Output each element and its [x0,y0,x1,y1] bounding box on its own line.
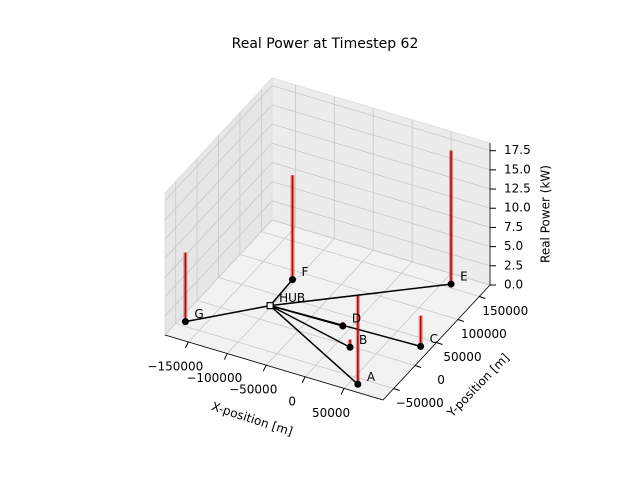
grid-line [196,300,416,366]
edge [269,304,344,327]
grid-line [271,104,491,171]
node-label: A [367,370,376,384]
node-label: D [352,312,361,326]
grid-line [164,142,273,259]
node-marker [288,276,296,284]
hub-label: HUB [279,291,305,305]
x-tick-label: −50000 [229,383,277,397]
tick-mark [393,388,400,391]
y-tick-label: −50000 [396,396,444,410]
chart-title: Real Power at Timestep 62 [232,36,419,52]
grid-line [271,181,491,248]
node-label: B [359,333,367,347]
grid-line [271,142,491,209]
grid-line [271,123,491,190]
node-label: F [301,265,308,279]
panes [164,76,496,401]
grid-line [271,219,491,286]
grid-line [164,104,273,221]
z-tick-label: 2.5 [504,258,523,272]
x-axis-label: X-position [m] [210,399,295,438]
z-tick-label: 10.0 [504,201,531,215]
x-axis-line [164,334,384,401]
x-tick-label: 0 [288,394,296,408]
node-label: G [194,307,203,321]
tick-mark [340,388,345,395]
z-tick-label: 17.5 [504,143,531,157]
hub-marker [266,302,274,310]
tick-mark [414,365,422,368]
z-tick-label: 15.0 [504,162,531,176]
node-label: C [430,332,438,346]
edge [270,283,452,307]
grid-line [164,181,273,297]
x-tick-label: 50000 [312,406,350,420]
grid-line [164,219,273,336]
grid-line [271,85,491,152]
y-tick-label: 0 [437,373,445,387]
node-marker [354,380,362,388]
edge [269,304,351,348]
z-tick-label: 12.5 [504,182,531,196]
node-marker [346,343,354,351]
grid-line [271,200,491,267]
edge [185,304,271,323]
grid-line [164,123,273,240]
node-marker [181,318,189,326]
y-tick-label: 100000 [461,327,507,341]
grid-line [239,254,459,320]
node-marker [339,322,347,330]
tick-mark [301,376,306,384]
y-tick-label: 150000 [482,304,528,318]
y-tick-label: 50000 [443,350,481,364]
tick-mark [262,364,267,372]
y-axis-line [382,284,491,401]
tick-mark [479,296,486,299]
plot-area: HUB A B C D E F G [181,150,468,388]
grid-line [218,277,437,343]
tick-mark [223,353,228,360]
node-marker [447,280,455,288]
grid-line [164,85,273,201]
tick-mark [457,319,465,322]
x-tick-label: −150000 [147,359,203,373]
x-tick-label: −100000 [186,371,242,385]
tick-mark [436,342,443,345]
edge [269,279,294,307]
z-tick-label: 5.0 [504,239,523,253]
z-tick-label: 7.5 [504,220,523,234]
z-tick-label: 0.0 [504,278,523,292]
grid-line [271,162,491,228]
node-label: E [460,270,468,284]
tick-mark [184,341,189,349]
grid-line [164,200,273,317]
edge [269,305,359,385]
z-axis-label: Real Power (kW) [539,165,553,263]
grid-line [164,162,273,278]
node-marker [417,342,425,350]
